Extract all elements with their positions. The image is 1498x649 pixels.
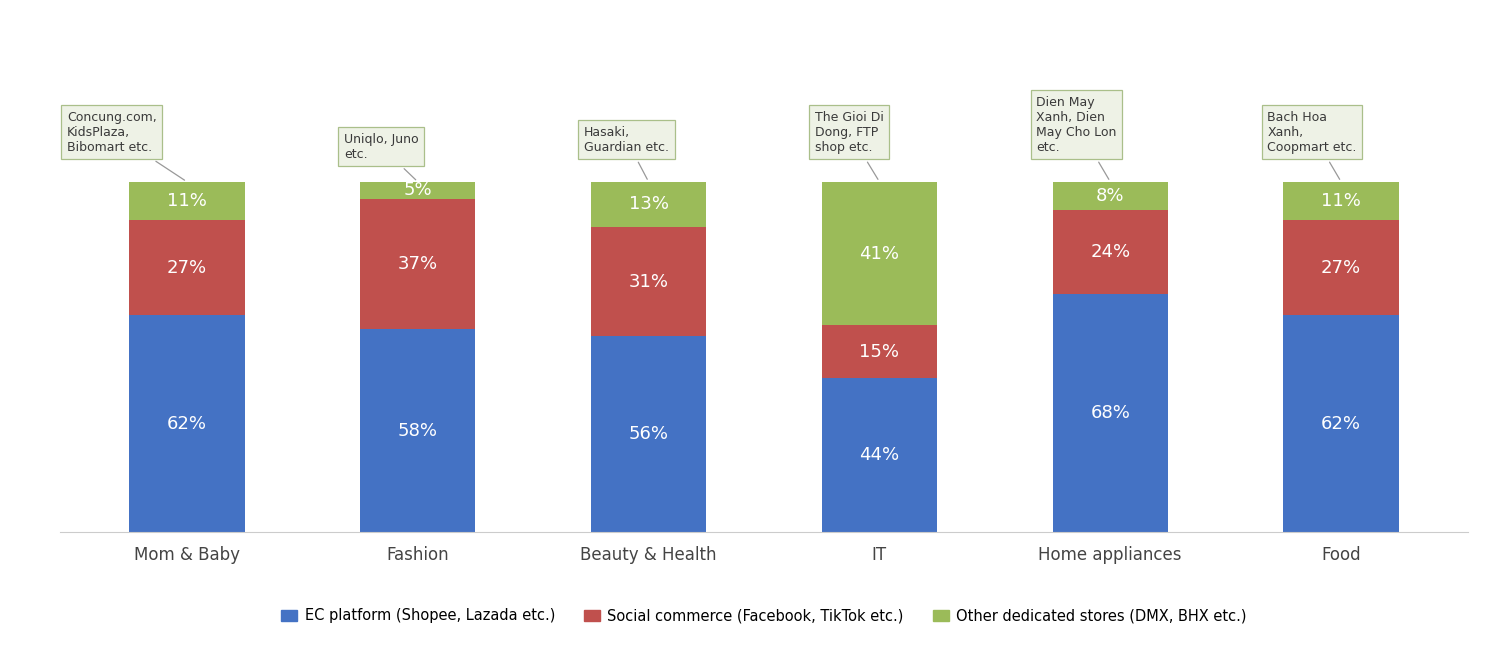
Bar [1284,315,1399,532]
Bar [1284,182,1399,220]
Text: 62%: 62% [166,415,207,432]
Text: 37%: 37% [397,255,437,273]
Text: 62%: 62% [1321,415,1362,432]
Bar [1053,294,1168,532]
Text: Dien May
Xanh, Dien
May Cho Lon
etc.: Dien May Xanh, Dien May Cho Lon etc. [1037,95,1116,179]
Bar [590,336,706,532]
Bar [822,182,938,325]
Bar [129,220,244,315]
Text: 5%: 5% [403,182,431,199]
Text: Uniqlo, Juno
etc.: Uniqlo, Juno etc. [345,132,418,180]
Bar [1053,182,1168,210]
Bar [1284,220,1399,315]
Text: 56%: 56% [629,425,668,443]
Bar [129,315,244,532]
Text: 41%: 41% [860,245,899,263]
Bar [129,182,244,220]
Text: 68%: 68% [1091,404,1129,422]
Text: 11%: 11% [166,192,207,210]
Bar [590,227,706,336]
Bar [360,182,475,199]
Bar [360,329,475,532]
Text: 15%: 15% [860,343,899,361]
Text: Concung.com,
KidsPlaza,
Bibomart etc.: Concung.com, KidsPlaza, Bibomart etc. [67,111,184,180]
Text: 24%: 24% [1091,243,1131,261]
Bar [1053,210,1168,294]
Text: 44%: 44% [860,446,899,464]
Text: 8%: 8% [1097,187,1125,204]
Text: 31%: 31% [629,273,668,291]
Bar [360,199,475,329]
Text: The Gioi Di
Dong, FTP
shop etc.: The Gioi Di Dong, FTP shop etc. [815,111,884,179]
Bar [590,182,706,227]
Text: 13%: 13% [629,195,668,214]
Text: 27%: 27% [166,258,207,276]
Legend: EC platform (Shopee, Lazada etc.), Social commerce (Facebook, TikTok etc.), Othe: EC platform (Shopee, Lazada etc.), Socia… [276,602,1252,630]
Text: 58%: 58% [398,422,437,439]
Text: 11%: 11% [1321,192,1362,210]
Text: Hasaki,
Guardian etc.: Hasaki, Guardian etc. [584,126,670,179]
Text: 27%: 27% [1321,258,1362,276]
Text: Bach Hoa
Xanh,
Coopmart etc.: Bach Hoa Xanh, Coopmart etc. [1267,111,1357,179]
Bar [822,378,938,532]
Bar [822,325,938,378]
